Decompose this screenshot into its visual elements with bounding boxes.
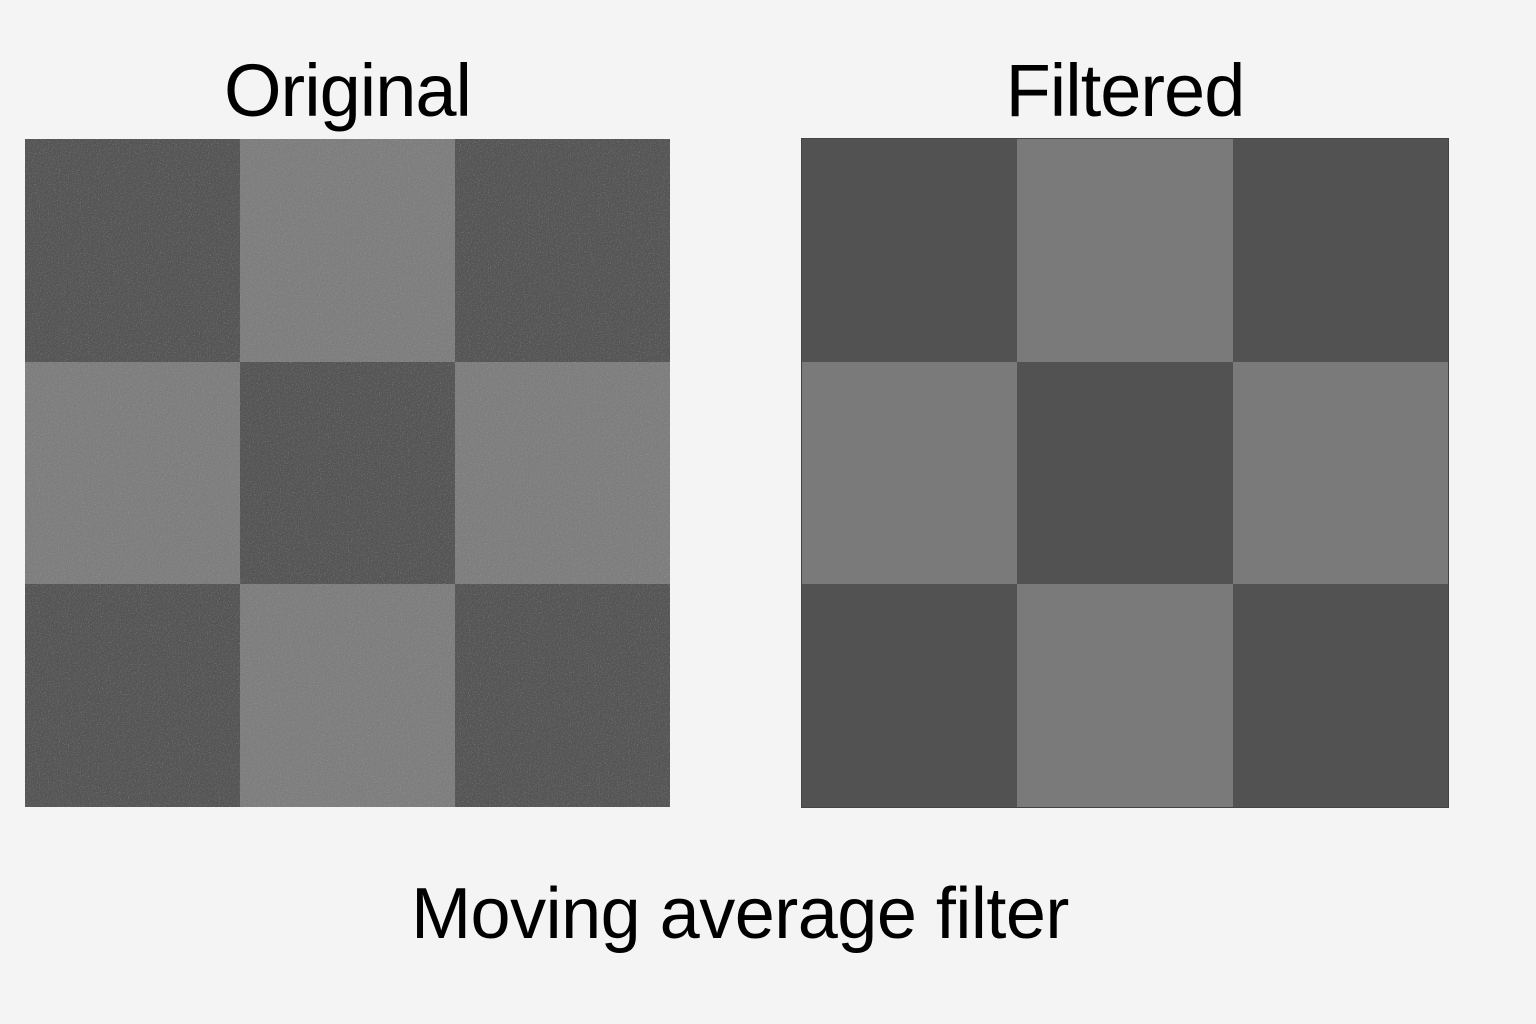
filtered-cell-r2c2-dark — [1017, 361, 1233, 585]
original-cell-r2c3-light — [455, 361, 670, 585]
filtered-cell-r3c3-dark — [1232, 584, 1448, 807]
original-title: Original — [224, 49, 472, 132]
filtered-title: Filtered — [1005, 49, 1246, 132]
filtered-cell-r2c3-light — [1232, 361, 1448, 585]
original-cell-r3c3-dark — [455, 584, 670, 807]
original-cell-r2c1-light — [25, 361, 240, 585]
filtered-cell-r2c1-light — [802, 361, 1018, 585]
original-image — [25, 139, 670, 807]
original-cell-r2c2-dark — [240, 361, 455, 585]
original-cell-r1c1-dark — [25, 139, 240, 362]
filtered-cell-r1c3-dark — [1232, 139, 1448, 362]
original-cell-r3c2-light — [240, 584, 455, 807]
caption: Moving average filter — [411, 874, 1069, 954]
filtered-cell-r1c2-light — [1017, 139, 1233, 362]
filtered-cell-r1c1-dark — [802, 139, 1018, 362]
filtered-image — [801, 138, 1449, 808]
original-cell-r3c1-dark — [25, 584, 240, 807]
original-cell-r1c3-dark — [455, 139, 670, 362]
filtered-cell-r3c1-dark — [802, 584, 1018, 807]
filtered-cell-r3c2-light — [1017, 584, 1233, 807]
original-cell-r1c2-light — [240, 139, 455, 362]
